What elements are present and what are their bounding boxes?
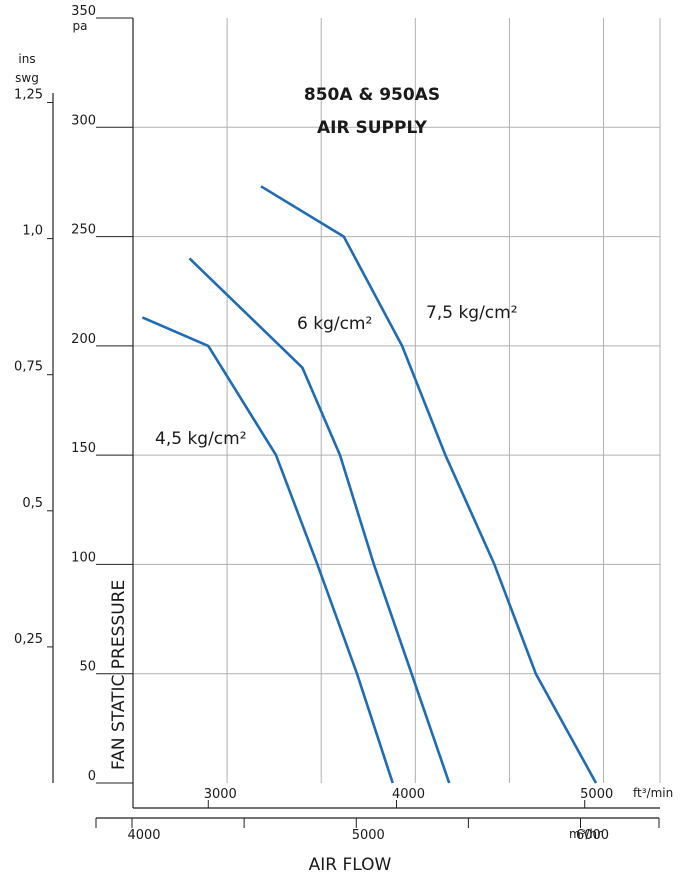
pressure-pa-axis: 0 50 100 150 200 250 300 350: [71, 4, 133, 784]
pa-tick-label: 350: [71, 4, 96, 19]
pa-unit-label: pa: [73, 19, 88, 33]
ft3min-unit-label: ft³/min: [633, 786, 673, 800]
ft3min-tick-label: 4000: [392, 787, 425, 802]
swg-unit-label-ins: ins: [18, 52, 35, 66]
ft3min-tick-label: 3000: [204, 787, 237, 802]
m3hr-tick-label: 4000: [127, 828, 160, 843]
airflow-m3hr-axis: 4000 5000 6000: [95, 817, 660, 843]
pa-tick-label: 100: [71, 550, 96, 565]
pa-tick-label: 0: [88, 769, 96, 784]
swg-unit-label-swg: swg: [15, 71, 39, 85]
swg-tick-label: 0,25: [14, 632, 43, 647]
y-axis-title: FAN STATIC PRESSURE: [109, 580, 129, 770]
grid: [132, 18, 661, 783]
m3hr-tick-label: 6000: [576, 828, 609, 843]
pa-tick-label: 150: [71, 441, 96, 456]
ft3min-tick-label: 5000: [580, 787, 613, 802]
pressure-swg-axis: 0,25 0,5 0,75 1,0 1,25: [14, 88, 54, 783]
swg-tick-label: 0,75: [14, 360, 43, 375]
pa-tick-label: 200: [71, 332, 96, 347]
swg-tick-label: 0,5: [22, 496, 43, 511]
series-label: 7,5 kg/cm²: [426, 303, 518, 323]
chart-subtitle: AIR SUPPLY: [317, 118, 428, 138]
series-line: [188, 257, 451, 784]
series-line: [260, 185, 598, 784]
chart-title: 850A & 950AS: [304, 85, 440, 105]
m3hr-tick-label: 5000: [352, 828, 385, 843]
pa-tick-label: 300: [71, 113, 96, 128]
swg-tick-label: 1,0: [22, 224, 43, 239]
pa-tick-label: 50: [79, 660, 96, 675]
airflow-ft3min-axis: 3000 4000 5000: [132, 783, 660, 809]
series-label: 6 kg/cm²: [297, 314, 372, 334]
pa-tick-label: 250: [71, 223, 96, 238]
m3hr-unit-label: m³/hr: [569, 827, 602, 841]
series-line: [141, 316, 394, 784]
series-label: 4,5 kg/cm²: [155, 429, 247, 449]
plot-area: [132, 18, 661, 783]
x-axis-title: AIR FLOW: [309, 855, 392, 875]
swg-tick-label: 1,25: [14, 88, 43, 103]
series-group: 4,5 kg/cm² 6 kg/cm² 7,5 kg/cm²: [141, 185, 598, 784]
